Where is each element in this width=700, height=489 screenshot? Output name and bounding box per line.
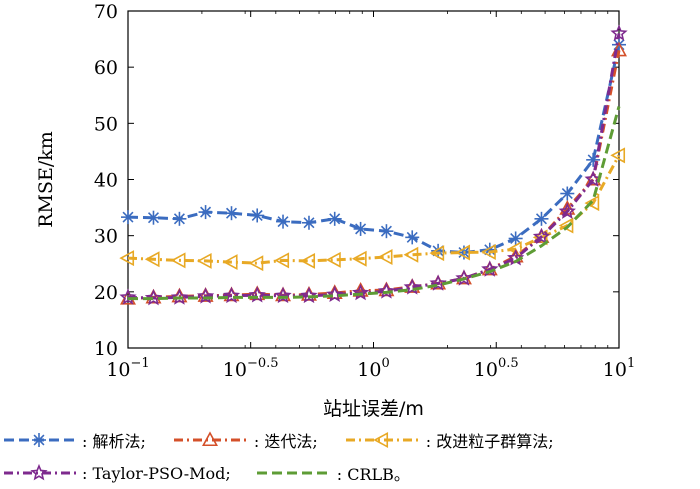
series-3-point-2 [170,288,189,305]
series-2-point-7 [300,252,316,269]
series-line-0 [127,44,621,254]
y-tick-label: 10 [94,338,118,360]
series-line-3 [127,33,621,300]
legend-row-2: : Taylor-PSO-Mod; : CRLB。 [0,457,410,489]
series-0-point-5 [250,208,265,223]
series-0-point-4 [224,206,239,221]
series-0-point-16 [534,211,549,226]
chart-canvas: 10 20 30 40 50 60 70 10−1 10−0.5 100 100.5 101 站址误差/… [35,1,635,420]
series-2-point-5 [248,255,264,272]
legend-item-improved-pso: : 改进粒子群算法; [344,428,554,452]
series-3-point-19 [610,24,628,41]
series-0-point-15 [508,231,523,246]
y-tick-label: 40 [94,170,118,192]
legend-item-analytic: : 解析法; [2,428,146,452]
x-tick-label: 10−1 [106,356,149,381]
series-2-point-14 [481,243,496,260]
series-line-2 [127,154,621,265]
series-0-point-1 [146,210,161,225]
legend-sample-improved-pso [345,432,420,448]
series-2-point-6 [274,252,290,269]
series-0-point-18 [586,152,601,167]
series-3-point-11 [403,278,421,295]
series-2-point-9 [351,250,367,267]
y-tick-label: 30 [94,226,118,248]
legend-label-improved-pso: : 改进粒子群算法; [425,432,554,451]
x-tick-label: 100 [357,356,389,381]
series-3-point-16 [532,227,551,245]
series-2-point-3 [196,252,212,269]
series-0-point-10 [379,224,394,239]
legend-marker [30,463,48,481]
legend-label-taylor-pso-mod: : Taylor-PSO-Mod; [82,463,231,483]
series-3-point-13 [455,269,473,286]
series-2-point-13 [455,244,471,261]
y-axis-label: RMSE/km [35,131,57,228]
legend-sample-taylor-pso-mod [4,463,76,481]
y-tick-label: 50 [94,113,118,135]
series-0-point-11 [405,230,420,245]
legend-sample-iterative [173,431,248,447]
series-3-point-10 [377,282,396,299]
series-2-point-11 [403,246,419,263]
x-tick-label: 10−0.5 [223,356,279,381]
series-2-point-1 [144,251,160,268]
series-3-point-17 [558,202,576,219]
legend-label-iterative: : 迭代法; [253,432,318,451]
series-3-point-12 [429,274,447,291]
legend-sample-analytic [4,433,76,447]
series-3-point-0 [119,288,137,305]
series-0-point-0 [121,210,135,225]
series-2-point-18 [584,195,600,212]
series-0-point-2 [172,211,187,226]
series-0-point-6 [276,214,291,229]
series-3-point-7 [300,286,318,304]
series-3-point-1 [144,288,163,306]
legend-item-taylor-pso-mod: : Taylor-PSO-Mod; [2,463,231,483]
series-line-4 [128,106,621,301]
series-2-point-12 [429,245,445,262]
series-2-point-2 [170,252,186,269]
x-axis-label: 站址误差/m [323,398,424,420]
y-tick-label: 70 [94,1,118,23]
series-2-point-10 [377,249,393,266]
legend-row-1: : 解析法; : 迭代法; : 改进粒子群算法; [0,424,554,456]
series-0-point-7 [301,215,316,230]
series-2-point-4 [222,254,238,271]
series-3-point-8 [326,285,344,302]
series-2-point-19 [610,147,626,164]
legend-sample-crlb [256,471,331,475]
legend-marker [201,431,218,447]
series-2-point-0 [119,250,135,267]
legend: : 解析法; : 迭代法; : 改进粒子群算法; : Taylor-PSO-Mo… [0,424,700,489]
legend-label-analytic: : 解析法; [82,432,146,451]
legend-label-crlb: : CRLB。 [336,465,410,484]
series-3-point-9 [351,283,370,301]
series-0-point-17 [560,186,575,201]
series-0-point-8 [327,211,342,226]
series-1-point-18 [585,170,602,186]
legend-marker [32,433,46,447]
series-2-point-8 [326,251,341,268]
y-tick-label: 20 [94,282,118,304]
legend-item-iterative: : 迭代法; [172,428,318,452]
x-tick-label: 100.5 [474,356,519,381]
series-1-point-4 [223,286,240,302]
legend-item-crlb: : CRLB。 [255,461,410,485]
y-tick-label: 60 [94,57,118,79]
legend-marker [373,432,388,448]
series-line-1 [127,50,621,301]
x-tick-label: 101 [603,356,635,381]
series-3-point-6 [274,286,292,304]
series-0-point-3 [198,205,213,220]
series-0-point-9 [353,221,368,236]
series-3-point-4 [222,286,241,304]
series-1-point-13 [455,269,472,285]
